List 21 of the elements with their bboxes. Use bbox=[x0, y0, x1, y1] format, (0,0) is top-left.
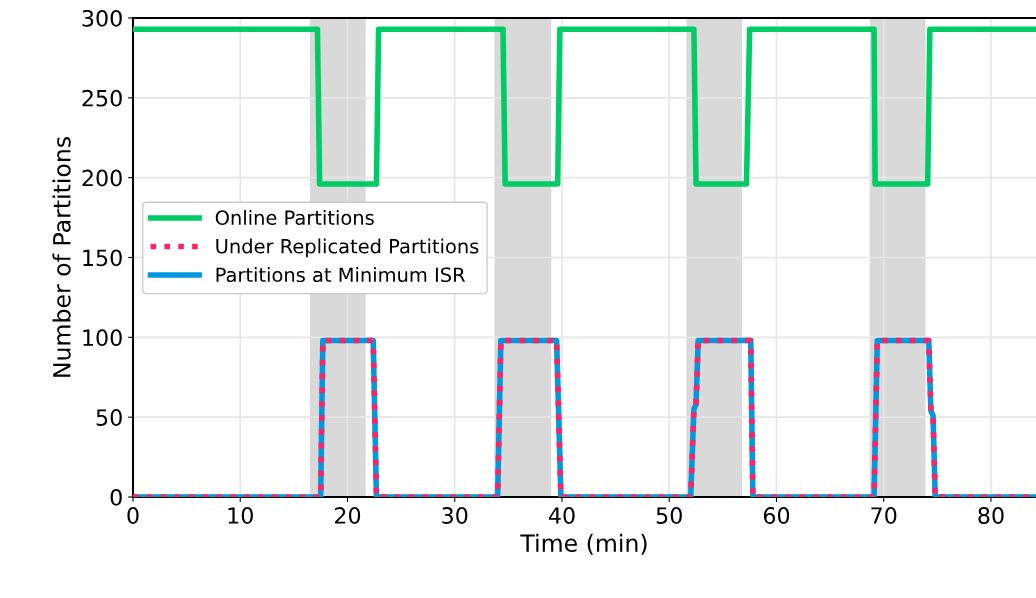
x-tick-label: 50 bbox=[656, 507, 682, 524]
x-tick-label: 80 bbox=[978, 507, 1004, 524]
x-tick-label: 30 bbox=[442, 507, 468, 524]
y-tick-label: 0 bbox=[110, 488, 122, 506]
x-tick-label: 20 bbox=[334, 507, 361, 524]
y-tick-label: 100 bbox=[83, 329, 122, 347]
x-tick-label: 70 bbox=[871, 507, 897, 524]
y-tick-label: 200 bbox=[82, 169, 122, 187]
x-axis-title: Time (min) bbox=[520, 533, 647, 555]
x-tick-label: 60 bbox=[763, 507, 790, 524]
y-tick-label: 50 bbox=[96, 409, 122, 426]
legend-label: Online Partitions bbox=[215, 209, 374, 226]
legend-label: Partitions at Minimum ISR bbox=[216, 267, 466, 283]
x-tick-label: 40 bbox=[548, 507, 575, 524]
y-tick-label: 250 bbox=[82, 89, 122, 107]
y-tick-label: 150 bbox=[83, 249, 122, 267]
x-tick-label: 10 bbox=[228, 507, 253, 524]
x-tick-label: 0 bbox=[127, 507, 139, 524]
y-tick-label: 300 bbox=[82, 9, 122, 27]
y-axis-title: Number of Partitions bbox=[52, 136, 71, 377]
legend-label: Under Replicated Partitions bbox=[216, 238, 479, 258]
